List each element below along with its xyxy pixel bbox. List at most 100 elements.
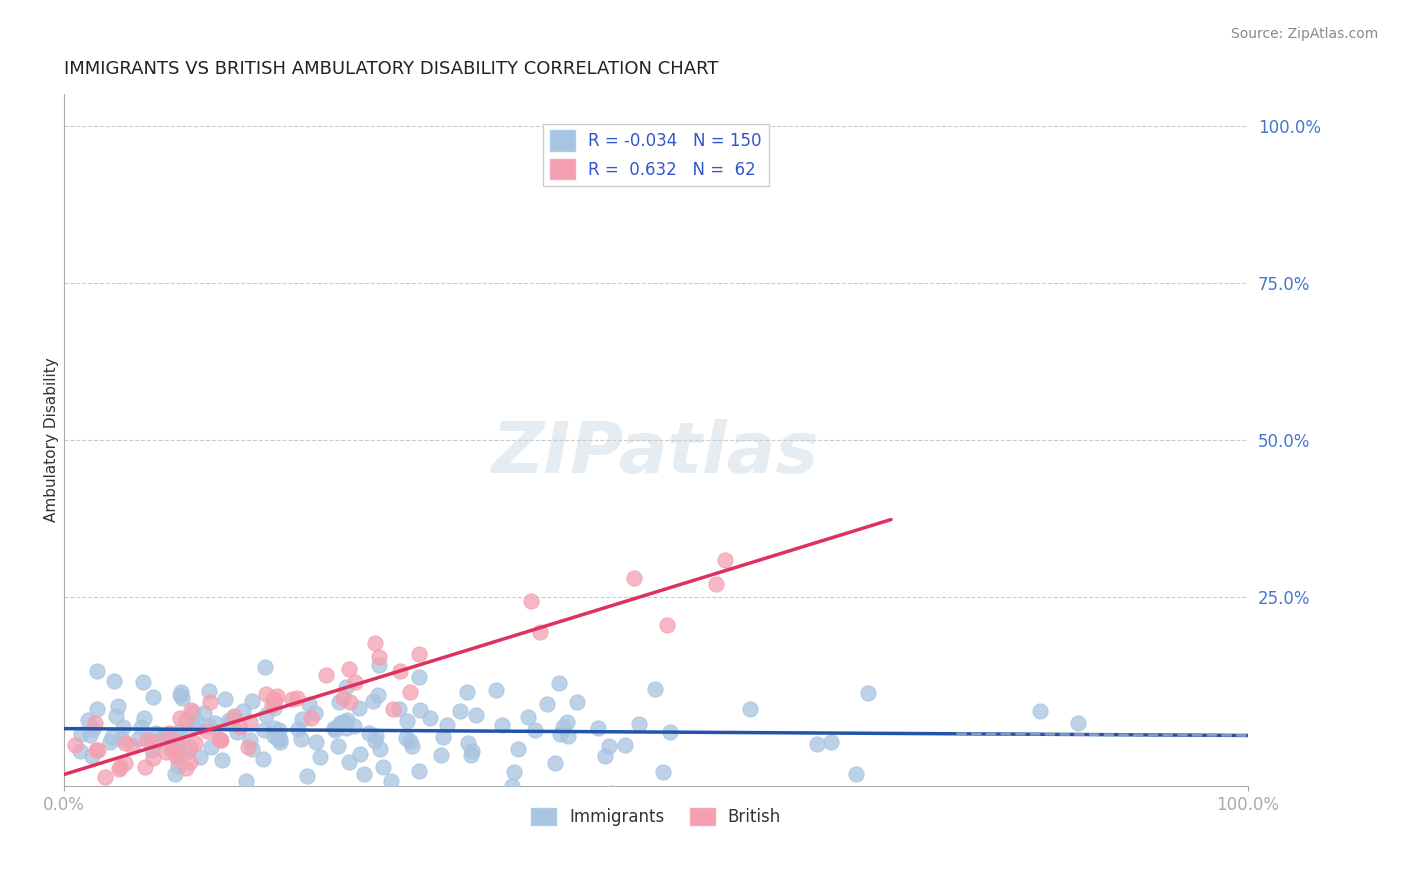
Point [555, 714, 578, 729]
Point [86, 702, 108, 716]
Text: Source: ZipAtlas.com: Source: ZipAtlas.com [1230, 27, 1378, 41]
Point [157, 726, 180, 740]
Point [142, 750, 165, 764]
Point [121, 739, 143, 753]
Point [263, 692, 285, 706]
Point [242, 742, 264, 756]
Point [166, 750, 188, 764]
Point [337, 755, 360, 769]
Point [269, 732, 291, 747]
Point [517, 709, 540, 723]
Legend: Immigrants, British: Immigrants, British [524, 801, 787, 833]
Point [408, 647, 430, 661]
Point [491, 718, 513, 732]
Point [236, 739, 259, 754]
Point [180, 703, 202, 717]
Point [155, 745, 177, 759]
Point [179, 756, 201, 770]
Point [332, 690, 354, 705]
Point [94, 770, 117, 784]
Point [593, 748, 616, 763]
Point [69, 789, 91, 803]
Point [359, 726, 381, 740]
Point [706, 576, 728, 591]
Point [188, 750, 211, 764]
Point [174, 761, 197, 775]
Point [430, 747, 453, 762]
Point [1067, 715, 1090, 730]
Point [197, 683, 219, 698]
Point [186, 714, 208, 729]
Point [98, 735, 121, 749]
Point [388, 702, 411, 716]
Point [399, 734, 422, 748]
Point [328, 715, 350, 730]
Point [269, 723, 291, 738]
Point [461, 744, 484, 758]
Point [297, 769, 319, 783]
Point [395, 731, 418, 745]
Point [305, 735, 328, 749]
Point [388, 664, 411, 678]
Point [169, 711, 191, 725]
Point [299, 711, 322, 725]
Point [304, 706, 326, 721]
Point [432, 730, 454, 744]
Point [806, 737, 828, 751]
Point [361, 693, 384, 707]
Point [714, 553, 737, 567]
Point [347, 701, 370, 715]
Point [87, 743, 110, 757]
Point [408, 670, 430, 684]
Point [170, 685, 193, 699]
Point [644, 681, 666, 696]
Point [336, 713, 359, 727]
Point [456, 685, 478, 699]
Point [287, 690, 309, 705]
Point [263, 721, 285, 735]
Point [419, 710, 441, 724]
Point [76, 713, 98, 727]
Point [337, 662, 360, 676]
Point [349, 747, 371, 761]
Point [380, 773, 402, 788]
Point [239, 732, 262, 747]
Point [139, 732, 162, 747]
Point [655, 618, 678, 632]
Point [239, 715, 262, 730]
Point [176, 744, 198, 758]
Point [152, 728, 174, 742]
Point [135, 733, 157, 747]
Point [547, 676, 569, 690]
Point [485, 682, 508, 697]
Point [63, 738, 86, 752]
Point [111, 731, 134, 746]
Point [266, 689, 288, 703]
Point [167, 759, 190, 773]
Point [165, 767, 187, 781]
Point [86, 664, 108, 678]
Point [599, 785, 621, 799]
Point [214, 692, 236, 706]
Point [108, 760, 131, 774]
Point [332, 714, 354, 729]
Point [264, 693, 287, 707]
Point [163, 736, 186, 750]
Point [240, 694, 263, 708]
Point [628, 717, 651, 731]
Point [409, 703, 432, 717]
Point [659, 725, 682, 739]
Point [367, 688, 389, 702]
Point [222, 710, 245, 724]
Point [323, 723, 346, 737]
Point [449, 705, 471, 719]
Point [457, 736, 479, 750]
Point [364, 729, 387, 743]
Point [179, 739, 201, 754]
Point [399, 684, 422, 698]
Point [308, 750, 330, 764]
Text: ZIPatlas: ZIPatlas [492, 419, 820, 489]
Point [269, 735, 291, 749]
Point [105, 709, 128, 723]
Point [323, 721, 346, 735]
